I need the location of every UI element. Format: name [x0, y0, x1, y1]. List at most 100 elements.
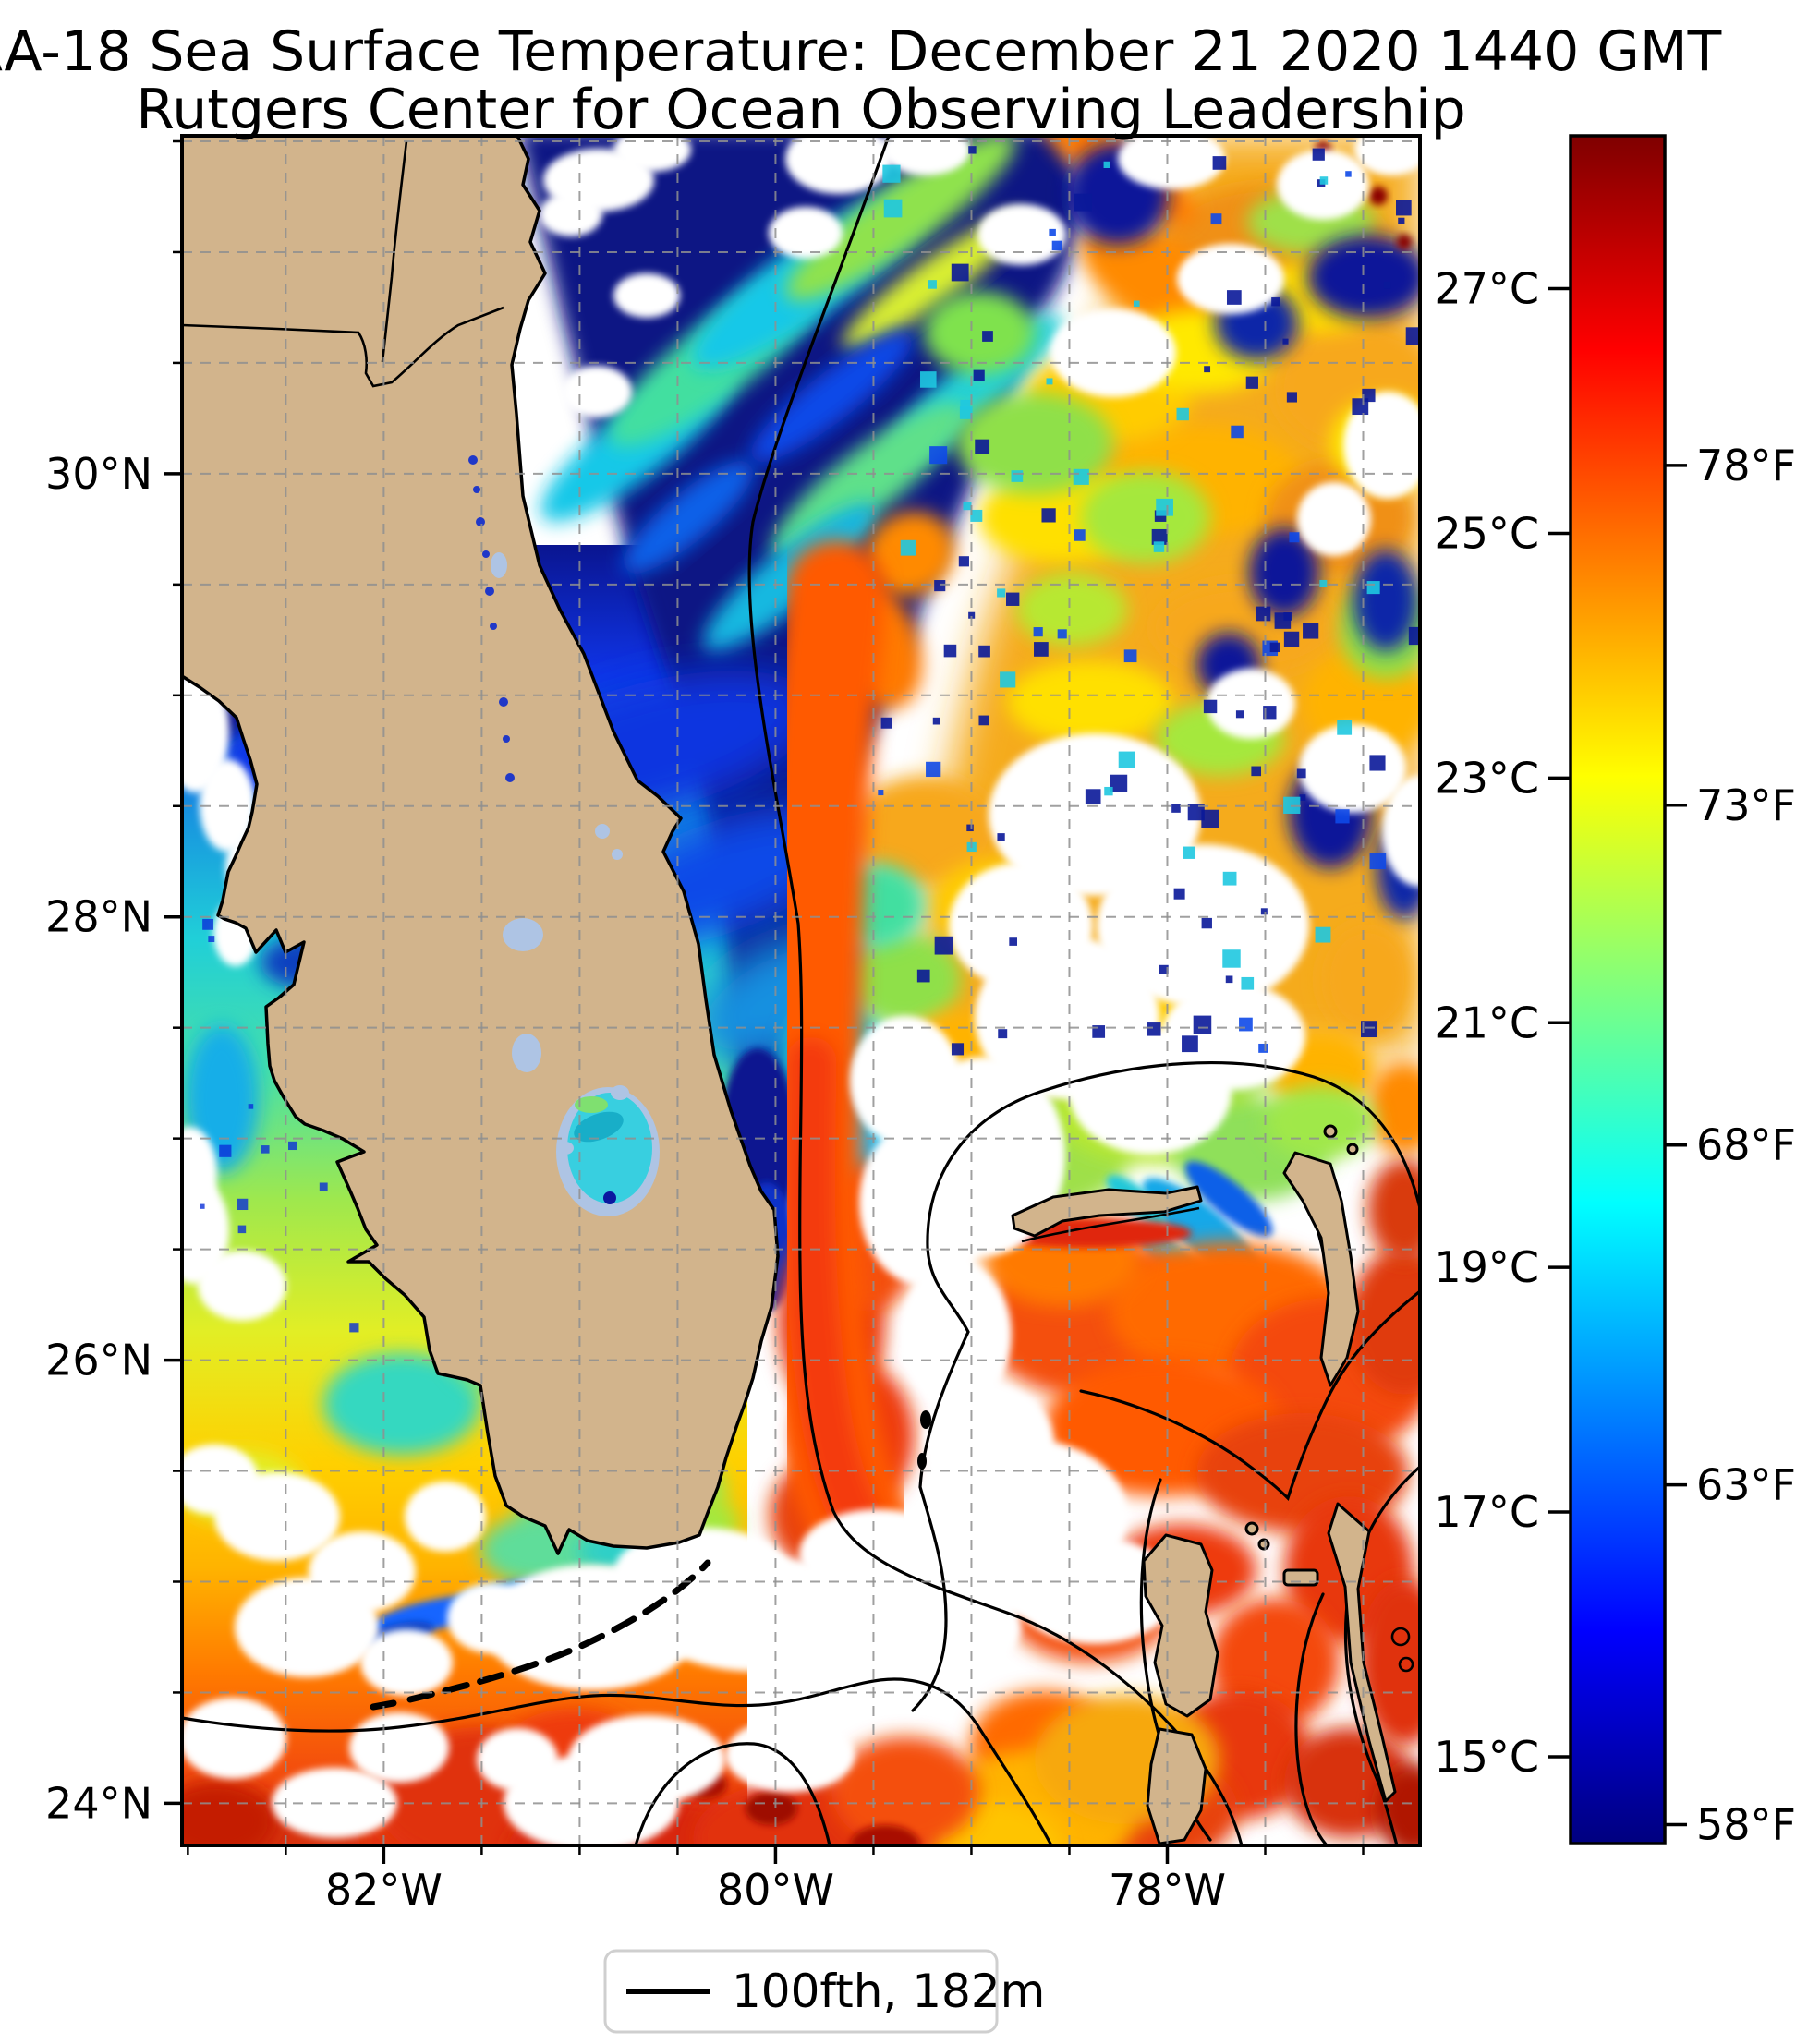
x-tick-label: 80°W — [717, 1865, 834, 1915]
sst-speckle — [1123, 649, 1137, 663]
sst-speckle — [1319, 176, 1329, 185]
x-tick-label: 82°W — [325, 1865, 443, 1915]
sst-patch — [1081, 471, 1210, 563]
gridlines — [182, 136, 1420, 1845]
sst-speckle — [1046, 378, 1053, 385]
cloud-patch — [1382, 776, 1420, 887]
cloud-patch — [447, 1583, 536, 1653]
sst-speckle — [997, 588, 1006, 598]
sst-speckle — [1269, 642, 1280, 653]
cloud-patch — [568, 1715, 725, 1804]
contour-inner-grand-bahama — [1021, 1206, 1200, 1243]
abaco-island — [1282, 1151, 1360, 1387]
sst-patch — [749, 332, 914, 463]
sst-speckle — [1000, 671, 1016, 688]
sst-speckle — [997, 833, 1005, 841]
grand-bahama-island — [1011, 1185, 1203, 1238]
colorbar-fahrenheit-label: 78°F — [1696, 441, 1796, 490]
sst-speckle — [1085, 789, 1101, 804]
bahamas-islands — [917, 1124, 1397, 1845]
contour-cay-ring — [1398, 1656, 1414, 1673]
sst-speckle — [1289, 532, 1300, 543]
sst-speckle — [926, 761, 941, 778]
sst-speckle — [973, 369, 985, 381]
sst-speckle — [1271, 297, 1280, 307]
colorbar-celsius-label: 25°C — [1434, 508, 1539, 558]
contour-little-bahama-bank — [911, 1061, 1420, 1712]
sst-speckle — [1210, 213, 1222, 225]
colorbar-celsius-label: 15°C — [1434, 1732, 1539, 1782]
sst-speckle — [208, 936, 215, 943]
figure-title: NOAA-18 Sea Surface Temperature: Decembe… — [0, 19, 1722, 84]
figure-subtitle: Rutgers Center for Ocean Observing Leade… — [136, 78, 1465, 142]
sst-speckle — [1173, 888, 1185, 900]
sst-speckle — [1182, 1035, 1198, 1053]
sst-speckle — [951, 263, 969, 282]
sst-speckle — [1212, 156, 1227, 170]
sst-patch — [1016, 573, 1127, 647]
sst-speckle — [237, 1198, 249, 1211]
sst-patch — [1353, 550, 1418, 651]
sst-speckle — [1312, 148, 1325, 161]
sst-speckle — [1241, 976, 1255, 990]
river-dot — [490, 623, 497, 630]
sst-patch — [1397, 235, 1412, 249]
sst-patch — [1367, 1062, 1420, 1155]
bimini-islet — [917, 1453, 927, 1470]
sst-speckle — [928, 280, 937, 289]
cloud-no-data-mask — [182, 136, 1420, 1845]
river-dot — [473, 486, 480, 493]
sst-speckle — [1104, 786, 1113, 796]
landmass — [182, 136, 1397, 1845]
sst-speckle — [1011, 470, 1024, 482]
sst-speckle — [1074, 193, 1092, 212]
colorbar-gradient-bar — [1569, 134, 1667, 1845]
cloud-patch — [963, 1528, 1107, 1616]
sst-speckle — [1118, 751, 1135, 768]
cloud-patch — [799, 1509, 956, 1598]
cloud-patch — [405, 1482, 486, 1552]
sst-speckle — [978, 645, 990, 658]
lake-okeechobee-cool-patch — [574, 1111, 624, 1143]
state-border-georgia — [182, 306, 504, 388]
y-tick-label: 26°N — [45, 1336, 152, 1385]
sst-speckle — [1369, 755, 1386, 771]
sst-speckle — [1057, 629, 1067, 639]
cloud-patch — [850, 1016, 961, 1145]
sst-speckle — [880, 717, 892, 729]
sst-speckle — [1345, 171, 1352, 177]
florida-keys-west-dot — [370, 1699, 397, 1711]
sst-speckle — [1225, 975, 1233, 984]
florida-keys-chain — [406, 1559, 711, 1703]
sst-speckle — [998, 1029, 1008, 1039]
colorbar-fahrenheit-label: 63°F — [1696, 1460, 1796, 1510]
sst-speckle — [920, 371, 937, 388]
legend-label: 100fth, 182m — [732, 1965, 1045, 2018]
sst-speckle — [1201, 809, 1219, 828]
sst-speckle — [943, 644, 957, 658]
sst-speckle — [1176, 407, 1189, 421]
sst-speckle — [1335, 809, 1350, 824]
sst-speckle — [878, 790, 884, 796]
sst-patch — [1266, 1085, 1377, 1159]
sst-patch — [850, 1825, 920, 1845]
sst-speckle — [349, 1323, 359, 1333]
river-dot — [476, 517, 485, 526]
river-dot — [499, 697, 508, 707]
eleuthera-island — [1327, 1502, 1397, 1803]
cloud-patch — [1299, 724, 1406, 813]
sst-speckle — [1226, 290, 1242, 305]
abaco-cay — [1323, 1124, 1338, 1139]
contour-cay-ring — [1390, 1627, 1411, 1647]
river-dot — [482, 550, 490, 558]
sst-speckle — [970, 509, 983, 522]
sst-speckle — [261, 1145, 270, 1154]
sst-patch — [746, 1792, 797, 1825]
sst-speckle — [1009, 937, 1018, 946]
sst-patch — [623, 460, 754, 574]
sst-speckle — [934, 580, 946, 592]
sst-speckle — [1258, 1043, 1268, 1053]
sst-speckle — [958, 556, 969, 567]
cloud-patch — [235, 1578, 379, 1677]
